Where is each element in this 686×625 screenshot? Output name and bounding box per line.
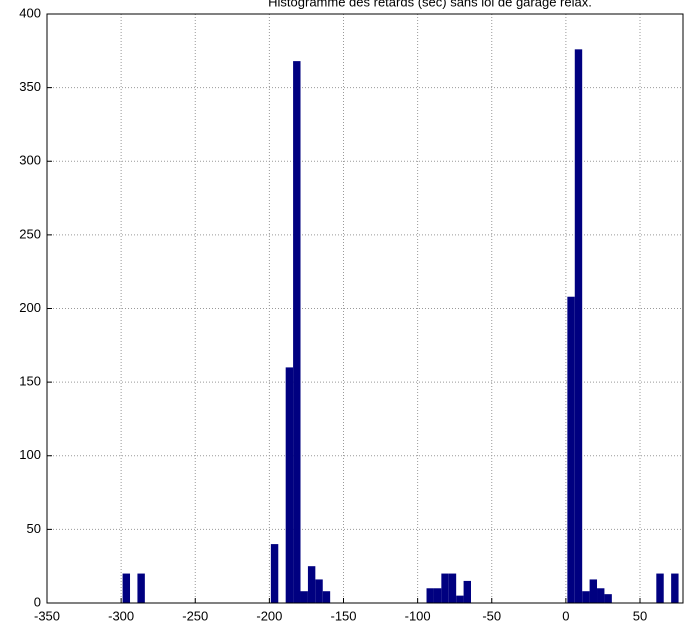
y-tick-label: 400 [19,5,41,20]
bar [433,588,442,603]
chart-title: Histogramme des retards (sec) sans loi d… [268,0,592,9]
y-tick-label: 150 [19,374,41,389]
x-tick-label: -100 [405,608,431,623]
bar [456,595,464,603]
bar [322,591,331,603]
bar [656,573,664,603]
x-tick-label: -350 [34,608,60,623]
bar [448,573,457,603]
bar [137,573,145,603]
x-tick-label: -300 [108,608,134,623]
y-tick-label: 350 [19,79,41,94]
bar [122,573,131,603]
y-tick-label: 250 [19,226,41,241]
bar [441,573,449,603]
y-tick-label: 50 [27,521,41,536]
x-tick-label: 50 [633,608,647,623]
x-tick-label: -250 [182,608,208,623]
bar [315,579,323,603]
bar [574,49,583,603]
bar [582,591,590,603]
plot-frame [46,13,684,604]
bar [567,296,575,603]
y-tick-label: 100 [19,447,41,462]
y-tick-label: 200 [19,300,41,315]
bar [589,579,598,603]
y-tick-label: 0 [34,594,41,609]
bar [270,544,279,603]
bar [285,367,294,603]
bar [597,588,605,603]
y-tick-label: 300 [19,153,41,168]
x-tick-label: -150 [330,608,356,623]
bar [307,566,316,603]
x-tick-label: -50 [482,608,501,623]
bar [604,594,612,603]
bar [426,588,434,603]
bar [293,61,301,604]
bar [463,580,471,603]
bar [671,573,679,603]
bar [300,591,308,603]
x-tick-label: -200 [256,608,282,623]
x-tick-label: 0 [562,608,569,623]
